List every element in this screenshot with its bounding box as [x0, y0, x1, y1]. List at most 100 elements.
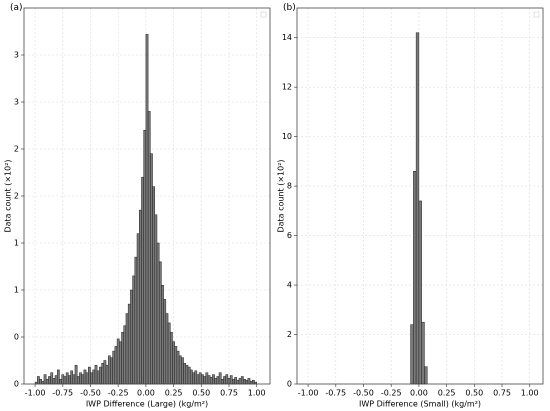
bar	[225, 374, 229, 385]
x-tick-label: 0.75	[493, 389, 511, 398]
y-tick-label: 2	[14, 192, 19, 201]
x-tick-label: 0.75	[220, 389, 238, 398]
bar	[37, 376, 40, 385]
bar	[413, 171, 417, 385]
bar	[70, 370, 74, 385]
y-tick-label: 2	[287, 330, 292, 339]
y-tick-label: 2	[14, 145, 19, 154]
y-tick-label: 8	[287, 182, 292, 191]
bar	[176, 350, 180, 385]
bar	[229, 375, 233, 385]
bar	[136, 233, 140, 385]
bar	[39, 379, 42, 385]
bar	[116, 338, 120, 385]
y-tick-label: 3	[14, 51, 19, 60]
bar	[96, 370, 100, 385]
bar	[223, 376, 226, 385]
bar	[158, 261, 162, 385]
bar	[56, 369, 60, 385]
x-tick-label: 0.50	[465, 389, 483, 398]
y-tick-label: 14	[282, 33, 292, 42]
x-tick-label: -0.25	[108, 389, 129, 398]
bar	[94, 364, 98, 385]
y-tick-label: 4	[287, 281, 292, 290]
bar	[147, 111, 151, 385]
bar	[424, 366, 428, 385]
bar	[174, 346, 178, 385]
bar	[41, 380, 45, 385]
bar	[167, 322, 171, 385]
bar	[203, 376, 206, 385]
bar	[194, 370, 198, 385]
bar	[170, 332, 173, 385]
bar	[410, 324, 414, 385]
bar	[216, 376, 220, 385]
bar	[83, 369, 87, 385]
bar	[103, 360, 107, 385]
bar	[196, 374, 200, 385]
bar	[74, 364, 78, 385]
bar	[150, 153, 153, 385]
bar	[85, 372, 89, 385]
bar	[172, 341, 175, 385]
bar	[90, 372, 93, 385]
y-tick-label: 6	[287, 231, 292, 240]
y-tick-label: 0	[287, 380, 292, 389]
bar	[143, 129, 147, 385]
bar	[243, 379, 246, 385]
bar	[252, 379, 255, 385]
x-tick-label: -0.50	[353, 389, 374, 398]
bar	[156, 242, 160, 385]
bar	[76, 376, 80, 385]
bar	[72, 374, 76, 385]
x-tick-label: -0.75	[52, 389, 73, 398]
bar	[112, 350, 116, 385]
bar	[105, 364, 109, 385]
bar	[181, 357, 184, 385]
x-axis-label: IWP Difference (Large) (kg/m²)	[86, 400, 208, 409]
bar	[165, 313, 169, 385]
bar	[212, 374, 215, 385]
bar	[127, 303, 131, 385]
bar	[236, 379, 240, 385]
bar	[107, 355, 111, 385]
bar	[185, 364, 189, 385]
bar	[238, 378, 242, 385]
bar	[205, 372, 209, 385]
x-tick-label: -0.75	[325, 389, 346, 398]
bar	[178, 355, 182, 385]
bar	[50, 372, 54, 385]
bar	[421, 321, 425, 385]
bar	[152, 186, 156, 385]
x-tick-label: 0.50	[192, 389, 210, 398]
x-tick-label: 0.25	[438, 389, 456, 398]
bar	[54, 375, 58, 385]
x-axis-label: IWP Difference (Small) (kg/m²)	[359, 400, 481, 409]
bar	[68, 375, 71, 385]
bar	[232, 379, 235, 385]
bar	[418, 200, 422, 385]
bar	[59, 379, 62, 385]
y-tick-label: 0	[14, 333, 19, 342]
legend-box	[533, 11, 540, 18]
x-tick-label: -0.50	[80, 389, 101, 398]
axes-frame	[296, 7, 544, 385]
bar	[141, 176, 144, 385]
bar	[130, 289, 133, 385]
bar	[123, 325, 127, 385]
bar	[138, 209, 142, 385]
bar	[134, 256, 138, 385]
bar	[101, 363, 105, 385]
bar	[183, 363, 187, 385]
bar	[145, 34, 149, 385]
bar	[198, 372, 202, 385]
bar	[79, 372, 82, 385]
bar	[81, 374, 85, 385]
bar	[132, 275, 136, 385]
bar	[65, 372, 69, 385]
y-axis-label: Data count (×10²)	[277, 159, 286, 232]
bar	[121, 332, 124, 385]
bar	[192, 372, 195, 385]
y-tick-label: 12	[282, 83, 292, 92]
